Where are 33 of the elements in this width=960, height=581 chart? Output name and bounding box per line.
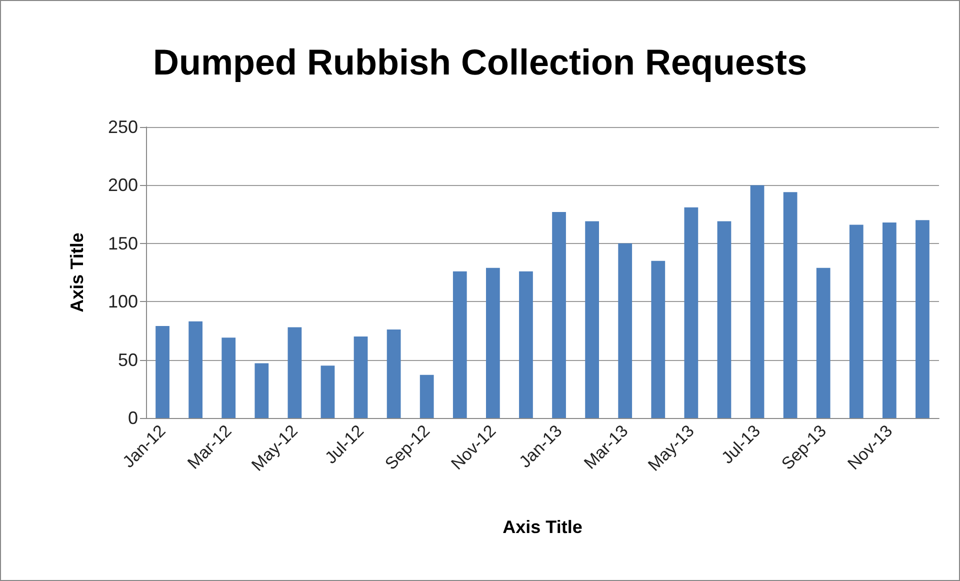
bar [452,271,467,418]
bar [684,207,698,418]
bar [585,221,599,418]
bar [750,185,764,418]
bar [222,338,236,418]
y-tick-label: 250 [108,117,138,137]
y-tick-label: 150 [108,233,138,254]
bar [288,327,302,418]
bar [156,326,170,418]
bar [849,224,864,418]
y-tick-label: 50 [118,350,138,370]
bar [320,366,335,418]
bar [552,212,566,418]
bar [354,336,368,418]
bar [717,221,732,418]
bar [916,220,930,418]
bar [420,374,434,418]
y-tick-label: 100 [108,292,138,312]
y-axis-title: Axis Title [67,232,87,312]
bar [519,271,533,418]
y-tick-label: 200 [108,175,138,196]
bar [816,268,830,418]
bar [651,260,666,418]
bar [486,268,500,418]
bar [882,222,896,418]
x-axis-title: Axis Title [502,517,582,537]
bar [386,330,401,418]
bar [254,363,269,418]
bar [783,192,798,418]
bar [188,321,202,418]
bar [618,243,632,418]
y-tick-label: 0 [128,408,138,428]
chart-title: Dumped Rubbish Collection Requests [152,42,808,82]
